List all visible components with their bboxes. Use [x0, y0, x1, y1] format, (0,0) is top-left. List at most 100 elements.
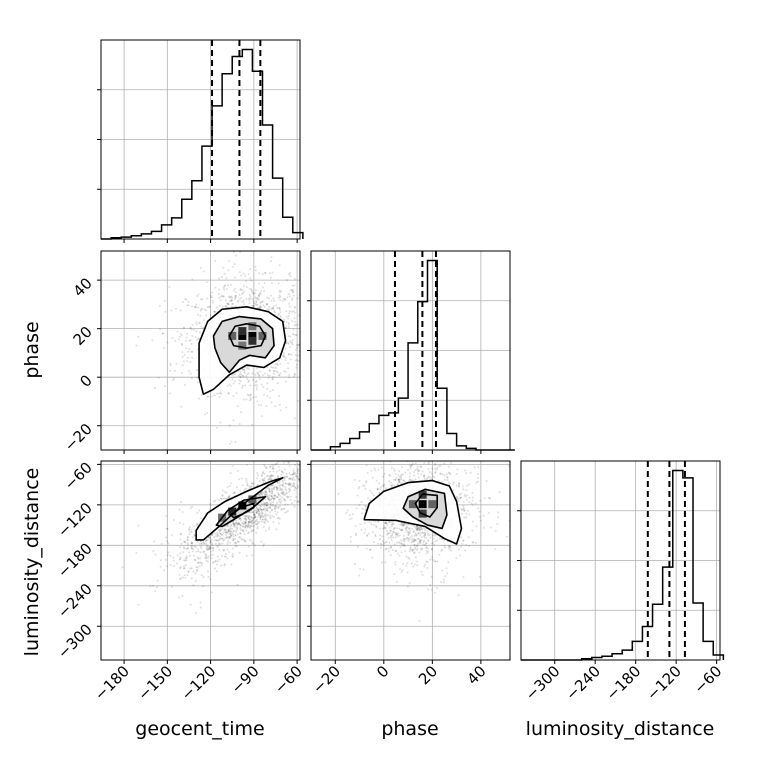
joint-geocent-time-vs-luminosity-distance-point [185, 555, 188, 558]
joint-geocent-time-vs-phase-point [260, 415, 263, 418]
joint-phase-vs-luminosity-distance-point [420, 528, 423, 531]
joint-geocent-time-vs-luminosity-distance-point [244, 522, 247, 525]
joint-phase-vs-luminosity-distance-point [404, 538, 407, 541]
joint-geocent-time-vs-luminosity-distance-point [245, 521, 248, 524]
joint-geocent-time-vs-luminosity-distance-ytick-label-4: −60 [61, 458, 96, 493]
joint-phase-vs-luminosity-distance-point [417, 469, 420, 472]
joint-phase-vs-luminosity-distance-point [460, 492, 463, 495]
joint-geocent-time-vs-phase-point [279, 295, 282, 298]
joint-geocent-time-vs-luminosity-distance-point [243, 533, 246, 536]
joint-geocent-time-vs-luminosity-distance-point [277, 507, 280, 510]
joint-geocent-time-vs-phase-point [268, 369, 271, 372]
joint-geocent-time-vs-luminosity-distance-point [290, 485, 293, 488]
joint-geocent-time-vs-luminosity-distance-point [256, 474, 259, 477]
joint-phase-vs-luminosity-distance-point [468, 545, 471, 548]
joint-geocent-time-vs-luminosity-distance-point [156, 579, 159, 582]
joint-geocent-time-vs-luminosity-distance-point [222, 532, 225, 535]
joint-phase-vs-luminosity-distance-point [415, 534, 418, 537]
joint-geocent-time-vs-phase-point [196, 376, 199, 379]
joint-geocent-time-vs-phase-point [282, 297, 285, 300]
joint-geocent-time-vs-phase-point [249, 277, 252, 280]
joint-geocent-time-vs-luminosity-distance-point [293, 479, 296, 482]
joint-geocent-time-vs-luminosity-distance-point [188, 554, 191, 557]
joint-geocent-time-vs-phase-point [244, 274, 247, 277]
joint-geocent-time-vs-luminosity-distance-point [251, 482, 254, 485]
joint-phase-vs-luminosity-distance-point [441, 538, 444, 541]
joint-phase-vs-luminosity-distance-point [414, 478, 417, 481]
joint-geocent-time-vs-luminosity-distance-point [244, 525, 247, 528]
joint-geocent-time-vs-luminosity-distance-point [247, 521, 250, 524]
joint-phase-vs-luminosity-distance-point [455, 495, 458, 498]
joint-geocent-time-vs-luminosity-distance-point [294, 486, 297, 489]
joint-geocent-time-vs-luminosity-distance-point [244, 540, 247, 543]
joint-geocent-time-vs-phase-point [239, 371, 242, 374]
joint-phase-vs-luminosity-distance-point [390, 525, 393, 528]
joint-phase-vs-luminosity-distance-point [423, 565, 426, 568]
joint-geocent-time-vs-phase-point [227, 269, 230, 272]
joint-phase-vs-luminosity-distance-point [452, 489, 455, 492]
joint-geocent-time-vs-phase-point [268, 297, 271, 300]
joint-geocent-time-vs-phase-point [172, 379, 175, 382]
joint-geocent-time-vs-luminosity-distance-point [205, 542, 208, 545]
joint-phase-vs-luminosity-distance-point [412, 462, 415, 465]
joint-geocent-time-vs-luminosity-distance-point [179, 556, 182, 559]
joint-geocent-time-vs-phase-point [219, 421, 222, 424]
joint-phase-vs-luminosity-distance-point [413, 544, 416, 547]
joint-geocent-time-vs-phase-point [279, 299, 282, 302]
joint-phase-vs-luminosity-distance-point [415, 529, 418, 532]
joint-geocent-time-vs-phase-point [161, 332, 164, 335]
joint-geocent-time-vs-phase-point [210, 296, 213, 299]
joint-geocent-time-vs-luminosity-distance-point [282, 492, 285, 495]
joint-phase-vs-luminosity-distance-point [479, 499, 482, 502]
joint-phase-vs-luminosity-distance-point [452, 483, 455, 486]
joint-phase-vs-luminosity-distance-point [423, 461, 426, 464]
joint-geocent-time-vs-phase-point [187, 300, 190, 303]
joint-geocent-time-vs-luminosity-distance-point [283, 498, 286, 501]
joint-geocent-time-vs-luminosity-distance-point [183, 546, 186, 549]
joint-geocent-time-vs-phase-point [291, 339, 294, 342]
joint-geocent-time-vs-luminosity-distance-point [264, 492, 267, 495]
joint-phase-vs-luminosity-distance-point [479, 519, 482, 522]
joint-geocent-time-vs-luminosity-distance-point [266, 509, 269, 512]
joint-geocent-time-vs-luminosity-distance-point [164, 558, 167, 561]
joint-geocent-time-vs-luminosity-distance-point [194, 612, 197, 615]
joint-geocent-time-vs-phase-point [291, 298, 294, 301]
joint-geocent-time-vs-luminosity-distance-point [256, 515, 259, 518]
joint-geocent-time-vs-luminosity-distance-point [264, 503, 267, 506]
joint-geocent-time-vs-luminosity-distance-point [178, 521, 181, 524]
joint-phase-vs-luminosity-distance-point [487, 511, 490, 514]
joint-geocent-time-vs-luminosity-distance-point [197, 561, 200, 564]
joint-phase-vs-luminosity-distance-point [470, 502, 473, 505]
joint-phase-vs-luminosity-distance-point [400, 466, 403, 469]
joint-phase-vs-luminosity-distance-point [463, 516, 466, 519]
joint-geocent-time-vs-luminosity-distance-point [285, 489, 288, 492]
joint-geocent-time-vs-luminosity-distance-point [259, 506, 262, 509]
joint-phase-vs-luminosity-distance-point [462, 507, 465, 510]
joint-geocent-time-vs-luminosity-distance-point [286, 503, 289, 506]
joint-phase-vs-luminosity-distance-point [458, 482, 461, 485]
joint-geocent-time-vs-phase-point [280, 290, 283, 293]
joint-geocent-time-vs-luminosity-distance-point [261, 515, 264, 518]
joint-geocent-time-vs-luminosity-distance-point [231, 547, 234, 550]
joint-geocent-time-vs-luminosity-distance-point [193, 545, 196, 548]
joint-geocent-time-vs-luminosity-distance-point [264, 503, 267, 506]
joint-geocent-time-vs-phase-point [238, 382, 241, 385]
joint-geocent-time-vs-luminosity-distance-point [296, 476, 299, 479]
joint-phase-vs-luminosity-distance-point [437, 479, 440, 482]
joint-phase-vs-luminosity-distance-point [384, 548, 387, 551]
joint-geocent-time-vs-luminosity-distance-point [292, 472, 295, 475]
joint-phase-vs-luminosity-distance-point [394, 478, 397, 481]
joint-geocent-time-vs-luminosity-distance-contour-2 [229, 502, 255, 519]
joint-geocent-time-vs-luminosity-distance-point [248, 538, 251, 541]
joint-phase-vs-luminosity-distance-point [447, 561, 450, 564]
joint-geocent-time-vs-luminosity-distance-point [179, 557, 182, 560]
joint-geocent-time-vs-phase-point [270, 401, 273, 404]
hist-phase-steps [311, 259, 515, 451]
joint-geocent-time-vs-phase-point [191, 334, 194, 337]
joint-phase-vs-luminosity-distance-point [393, 469, 396, 472]
joint-geocent-time-vs-phase-point [182, 327, 185, 330]
joint-geocent-time-vs-phase-point [267, 376, 270, 379]
joint-geocent-time-vs-phase-point [296, 400, 299, 403]
joint-geocent-time-vs-phase-point [290, 353, 293, 356]
joint-phase-vs-luminosity-distance-point [415, 533, 418, 536]
